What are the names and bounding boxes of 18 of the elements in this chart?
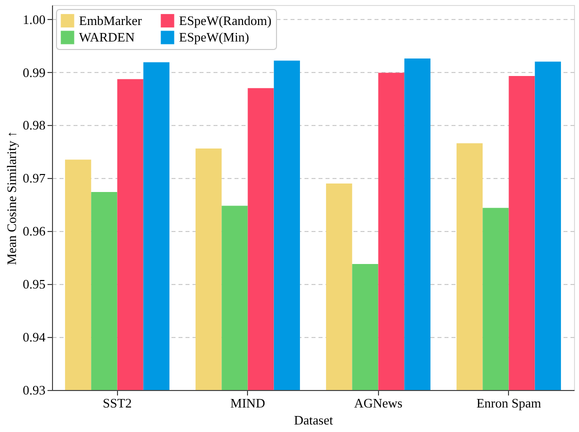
y-tick-label: 0.96 [22,224,46,239]
y-tick-label: 0.95 [22,276,46,292]
x-tick-label: Enron Spam [476,396,542,410]
y-tick-label: 0.93 [22,382,46,398]
legend-label: ESpeW(Random) [179,12,272,28]
y-tick-label: 1.00 [22,12,46,27]
y-tick-label: 0.99 [22,64,46,80]
y-tick-label: 0.98 [22,118,46,133]
legend-label: WARDEN [79,30,136,44]
x-axis-title: Dataset [294,412,334,428]
y-tick-label: 0.97 [22,170,46,186]
legend-label: ESpeW(Min) [179,30,250,44]
x-tick-label: AGNews [354,396,402,410]
x-tick-label: MIND [230,396,266,410]
y-tick-label: 0.94 [22,330,46,345]
legend-label: EmbMarker [79,12,142,28]
x-tick-label: SST2 [102,396,132,410]
y-axis-title: Mean Cosine Similarity ↑ [4,131,19,265]
